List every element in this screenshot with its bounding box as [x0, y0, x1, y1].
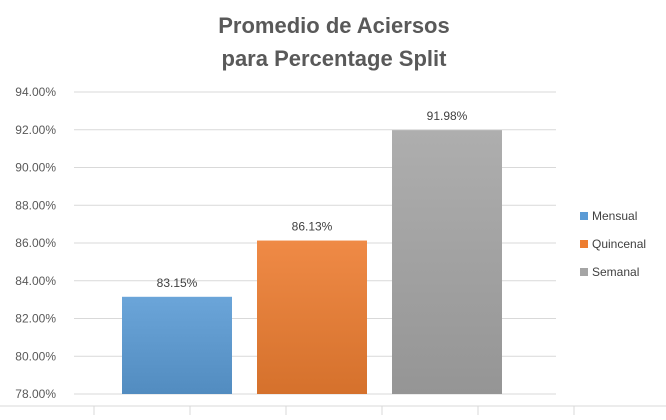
- legend-swatch-quincenal: [580, 240, 588, 248]
- y-tick-label: 82.00%: [15, 312, 56, 326]
- y-tick-label: 86.00%: [15, 236, 56, 250]
- bar-semanal: [392, 130, 502, 394]
- legend-label-mensual: Mensual: [592, 209, 637, 223]
- bar-quincenal: [257, 240, 367, 394]
- bars: [122, 130, 502, 394]
- chart-title-line-2: para Percentage Split: [222, 46, 448, 71]
- y-tick-label: 78.00%: [15, 387, 56, 401]
- legend-swatch-mensual: [580, 212, 588, 220]
- legend-swatch-semanal: [580, 268, 588, 276]
- y-axis-tick-labels: 78.00% 80.00% 82.00% 84.00% 86.00% 88.00% 90.0…: [15, 85, 56, 401]
- data-label-quincenal: 86.13%: [292, 220, 333, 234]
- y-tick-label: 94.00%: [15, 85, 56, 99]
- y-tick-label: 90.00%: [15, 161, 56, 175]
- data-labels: 83.15% 86.13% 91.98%: [157, 109, 468, 290]
- legend-label-semanal: Semanal: [592, 265, 639, 279]
- y-tick-label: 80.00%: [15, 349, 56, 363]
- legend: Mensual Quincenal Semanal: [580, 209, 646, 279]
- chart-title-line-1: Promedio de Aciersos: [218, 13, 449, 38]
- legend-label-quincenal: Quincenal: [592, 237, 646, 251]
- data-label-mensual: 83.15%: [157, 276, 198, 290]
- data-label-semanal: 91.98%: [427, 109, 468, 123]
- y-tick-label: 92.00%: [15, 123, 56, 137]
- y-tick-label: 88.00%: [15, 198, 56, 212]
- y-tick-label: 84.00%: [15, 274, 56, 288]
- x-axis: [0, 405, 666, 415]
- bar-mensual: [122, 296, 232, 394]
